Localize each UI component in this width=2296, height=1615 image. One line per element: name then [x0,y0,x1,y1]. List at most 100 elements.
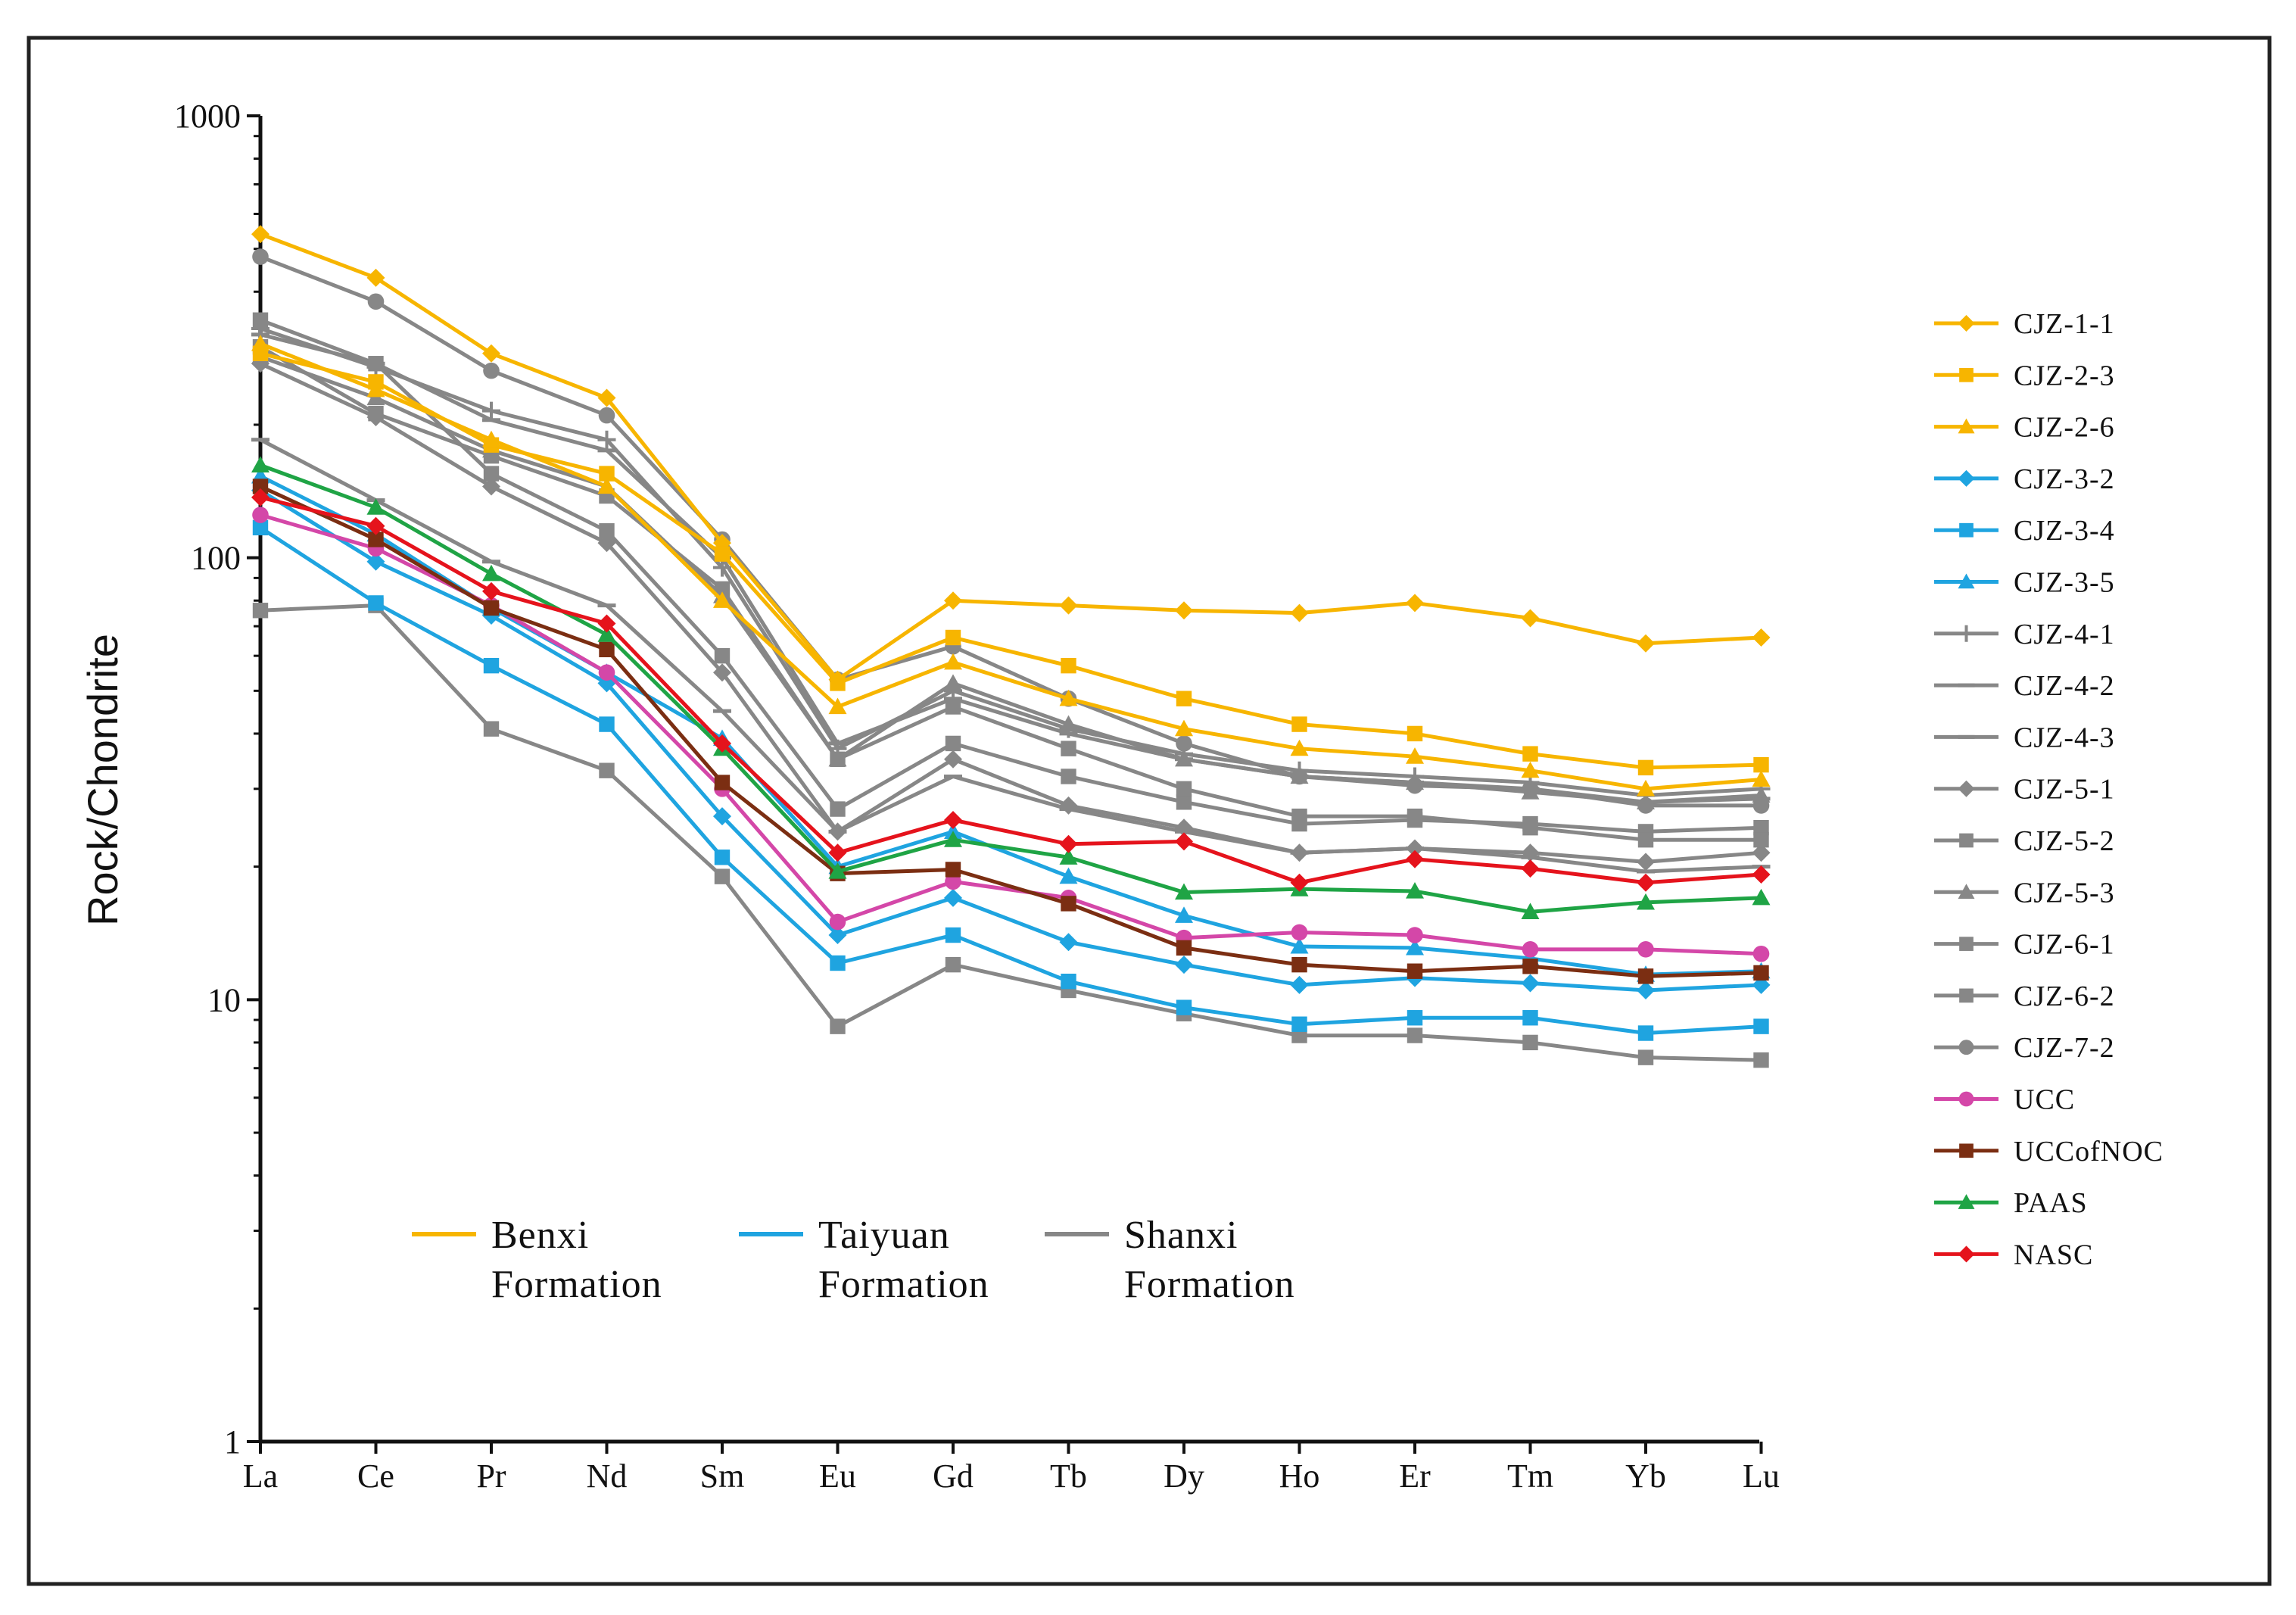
legend-label-cjz-5-2: CJZ-5-2 [2014,825,2115,857]
point-ucc-tm [1522,941,1539,958]
y-tick-label-10: 10 [207,981,241,1018]
point-paas-nd [597,625,616,642]
point-paas-tb [1059,848,1078,865]
point-cjz-5-1-sm [713,663,731,682]
point-cjz-7-2-tm [1522,781,1539,797]
legend-label-cjz-3-4: CJZ-3-4 [2014,515,2115,547]
point-cjz-3-2-yb [1637,981,1655,999]
group-sublabel-taiyuan: Formation [818,1263,989,1306]
legend-label-cjz-3-2: CJZ-3-2 [2014,463,2115,495]
x-tick-label-tm: Tm [1507,1458,1553,1495]
point-nasc-pr [482,581,500,600]
point-cjz-2-6-gd [944,653,962,670]
point-cjz-1-1-nd [597,388,616,407]
point-paas-dy [1175,883,1193,900]
point-cjz-2-6-nd [597,477,616,494]
legend-marker-nasc [1958,1246,1975,1263]
point-cjz-6-1-dy [1176,781,1192,797]
point-nasc-ce [366,516,385,535]
point-cjz-3-4-ho [1291,1016,1307,1032]
legend-item-paas: PAAS [1934,1187,2087,1219]
series-legend: CJZ-1-1 CJZ-2-3 CJZ-2-6 CJZ-3-2 CJZ-3-4 CJZ-3… [1934,308,2163,1270]
legend-label-cjz-4-3: CJZ-4-3 [2014,722,2115,753]
point-cjz-6-1-lu [1753,832,1769,848]
legend-label-ucc: UCC [2014,1084,2075,1116]
point-cjz-1-1-tm [1521,609,1540,628]
point-uccofnoc-er [1407,963,1423,979]
legend-marker-cjz-6-1 [1959,937,1974,951]
series-line-cjz-5-3 [260,354,1762,804]
y-tick-label-1: 1 [224,1423,241,1461]
point-uccofnoc-gd [945,862,961,878]
series-layer [251,225,1771,1068]
series-uccofnoc [252,479,1769,984]
legend-item-uccofnoc: UCCofNOC [1934,1136,2163,1168]
point-cjz-2-3-yb [1637,759,1654,776]
point-cjz-2-3-er [1407,725,1423,742]
y-axis-label: Rock/Chondrite [79,634,126,926]
point-nasc-ho [1290,873,1309,892]
group-legend: Benxi Formation Taiyuan Formation Shanxi Form… [412,1214,1294,1306]
point-cjz-2-6-ce [366,380,385,398]
point-nasc-lu [1752,865,1771,884]
series-cjz-2-3 [252,345,1769,776]
x-tick-label-eu: Eu [819,1458,856,1495]
point-uccofnoc-tm [1522,959,1538,974]
legend-label-cjz-2-6: CJZ-2-6 [2014,412,2115,444]
series-line-cjz-5-2 [260,318,1762,834]
point-cjz-6-2-er [1407,1027,1423,1043]
point-cjz-6-1-gd [945,699,961,715]
axes: Rock/Chondrite 1 10 100 1000 La Ce Pr Nd Sm Eu Gd T… [79,98,1780,1495]
point-cjz-6-1-yb [1637,832,1654,848]
legend-item-cjz-3-4: CJZ-3-4 [1934,515,2115,547]
legend-item-cjz-4-2: CJZ-4-2 [1934,670,2115,702]
series-line-cjz-2-3 [260,351,1762,770]
point-cjz-2-6-lu [1752,770,1771,787]
series-cjz-5-2 [252,312,1769,840]
legend-marker-cjz-1-1 [1958,315,1975,332]
figure-frame [26,36,2272,1586]
series-cjz-3-4 [252,519,1769,1041]
point-uccofnoc-nd [599,641,615,658]
point-cjz-2-6-er [1406,747,1424,764]
point-cjz-7-2-lu [1752,797,1770,814]
legend-marker-cjz-5-1 [1958,780,1975,797]
point-cjz-6-1-sm [714,581,731,597]
legend-label-cjz-5-1: CJZ-5-1 [2014,774,2115,806]
point-cjz-3-4-sm [714,850,731,865]
point-cjz-4-1-pr [482,401,500,420]
point-cjz-3-4-gd [945,927,961,943]
point-uccofnoc-yb [1637,968,1654,984]
x-tick-label-dy: Dy [1164,1458,1204,1495]
point-cjz-1-1-la [251,225,269,244]
point-cjz-3-4-nd [599,716,615,732]
series-line-cjz-3-4 [259,525,1762,1036]
point-ucc-gd [945,873,961,890]
point-nasc-tb [1059,834,1078,853]
x-tick-label-gd: Gd [933,1458,974,1495]
point-paas-la [251,456,269,472]
point-cjz-3-4-dy [1176,999,1192,1015]
legend-label-cjz-4-2: CJZ-4-2 [2014,670,2115,702]
point-nasc-dy [1175,832,1193,851]
group-sublabel-benxi: Formation [491,1263,662,1306]
legend-marker-paas [1958,1194,1975,1209]
series-line-uccofnoc [259,485,1762,978]
point-cjz-1-1-er [1406,594,1424,613]
legend-item-nasc: NASC [1934,1239,2092,1270]
point-cjz-2-3-lu [1753,756,1769,773]
point-cjz-5-1-tb [1059,796,1078,815]
point-cjz-6-2-eu [830,1018,846,1034]
point-cjz-5-3-gd [944,674,962,691]
x-tick-label-nd: Nd [587,1458,628,1495]
point-cjz-1-1-dy [1175,601,1193,620]
point-nasc-sm [713,734,731,753]
point-cjz-1-1-tb [1059,596,1078,615]
point-cjz-2-3-ho [1291,716,1307,732]
legend-marker-ucc [1958,1091,1974,1107]
point-uccofnoc-lu [1753,965,1769,981]
point-ucc-nd [598,664,615,681]
point-cjz-6-1-er [1407,808,1423,825]
